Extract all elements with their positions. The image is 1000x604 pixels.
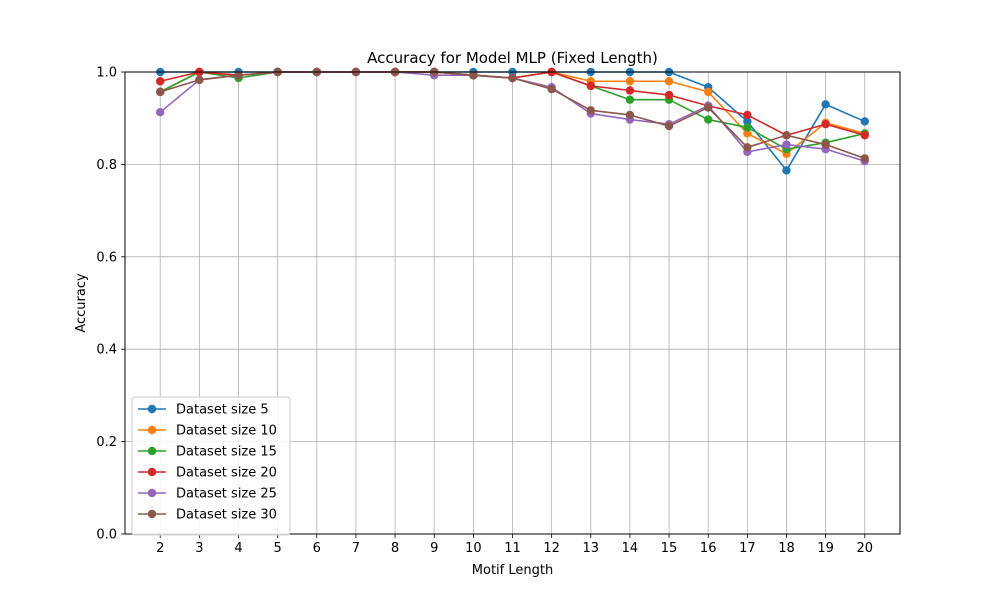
data-point — [860, 154, 869, 163]
x-tick-label: 20 — [856, 541, 873, 556]
legend-label: Dataset size 5 — [176, 403, 269, 418]
y-tick-label: 0.0 — [96, 528, 117, 543]
data-point — [704, 87, 713, 97]
x-tick-label: 5 — [274, 541, 282, 556]
legend-label: Dataset size 15 — [176, 445, 277, 460]
x-tick-label: 12 — [543, 541, 560, 556]
legend-box — [131, 396, 291, 536]
data-point — [743, 143, 752, 152]
data-point — [625, 95, 635, 104]
legend-item: Dataset size 15 — [138, 445, 277, 460]
data-point — [782, 140, 791, 149]
legend-item: Dataset size 25 — [138, 487, 277, 502]
data-point — [625, 110, 635, 120]
legend-marker — [147, 509, 157, 519]
data-point — [664, 90, 674, 100]
data-point — [821, 120, 830, 129]
y-tick-label: 0.2 — [96, 435, 117, 450]
y-tick-label: 0.8 — [96, 158, 117, 173]
data-point — [586, 106, 595, 115]
y-tick-label: 1.0 — [96, 66, 117, 81]
data-point — [704, 115, 713, 124]
legend: Dataset size 5 Dataset size 10 Dataset siz… — [131, 396, 291, 536]
legend-item: Dataset size 30 — [138, 508, 277, 523]
legend-marker — [147, 446, 157, 456]
data-point — [508, 73, 517, 83]
legend-marker — [147, 404, 157, 414]
data-point — [664, 121, 674, 131]
x-tick-label: 17 — [739, 541, 756, 556]
x-tick-label: 15 — [661, 541, 678, 556]
data-point — [469, 71, 478, 80]
data-point — [860, 117, 869, 126]
data-point — [743, 117, 752, 126]
x-tick-label: 9 — [430, 541, 438, 556]
y-tick-label: 0.4 — [96, 343, 117, 358]
data-point — [782, 166, 791, 175]
data-point — [586, 81, 595, 91]
chart-title: Accuracy for Model MLP (Fixed Length) — [367, 49, 658, 67]
data-point — [156, 87, 165, 97]
data-point — [625, 77, 635, 86]
x-tick-label: 10 — [465, 541, 482, 556]
data-point — [821, 140, 830, 149]
x-tick-label: 16 — [700, 541, 717, 556]
legend-marker — [147, 467, 157, 477]
y-axis-ticks: 0.0 0.2 0.4 0.6 0.8 1.0 — [96, 66, 125, 543]
data-point — [743, 129, 752, 138]
x-tick-label: 19 — [817, 541, 834, 556]
legend-marker — [147, 425, 157, 435]
data-point — [156, 107, 165, 117]
x-tick-label: 2 — [156, 541, 164, 556]
legend-item: Dataset size 20 — [138, 466, 277, 481]
x-axis-ticks: 2 3 4 5 6 7 8 9 10 11 12 13 14 15 16 17 18 19 20 — [156, 534, 873, 556]
x-tick-label: 7 — [352, 541, 360, 556]
x-tick-label: 3 — [195, 541, 203, 556]
legend-label: Dataset size 30 — [176, 508, 277, 523]
data-point — [821, 100, 830, 109]
data-point — [156, 77, 165, 86]
x-tick-label: 8 — [391, 541, 399, 556]
data-point — [625, 86, 635, 95]
data-point — [664, 77, 674, 86]
data-point — [743, 123, 752, 132]
x-tick-label: 6 — [313, 541, 321, 556]
data-point — [547, 84, 556, 94]
x-tick-label: 4 — [234, 541, 242, 556]
data-point — [195, 75, 204, 85]
legend-label: Dataset size 25 — [176, 487, 277, 502]
legend-item: Dataset size 10 — [138, 424, 277, 439]
y-tick-label: 0.6 — [96, 250, 117, 265]
x-tick-label: 14 — [622, 541, 639, 556]
data-point — [234, 71, 243, 80]
x-axis-label: Motif Length — [472, 563, 553, 578]
data-point — [704, 103, 713, 112]
legend-marker — [147, 488, 157, 498]
legend-item: Dataset size 5 — [138, 403, 269, 418]
x-tick-label: 13 — [583, 541, 600, 556]
x-tick-label: 18 — [778, 541, 795, 556]
legend-label: Dataset size 10 — [176, 424, 277, 439]
data-point — [743, 110, 752, 120]
y-axis-label: Accuracy — [74, 273, 89, 333]
data-point — [782, 131, 791, 140]
legend-label: Dataset size 20 — [176, 466, 277, 481]
x-tick-label: 11 — [504, 541, 521, 556]
data-point — [860, 131, 869, 140]
